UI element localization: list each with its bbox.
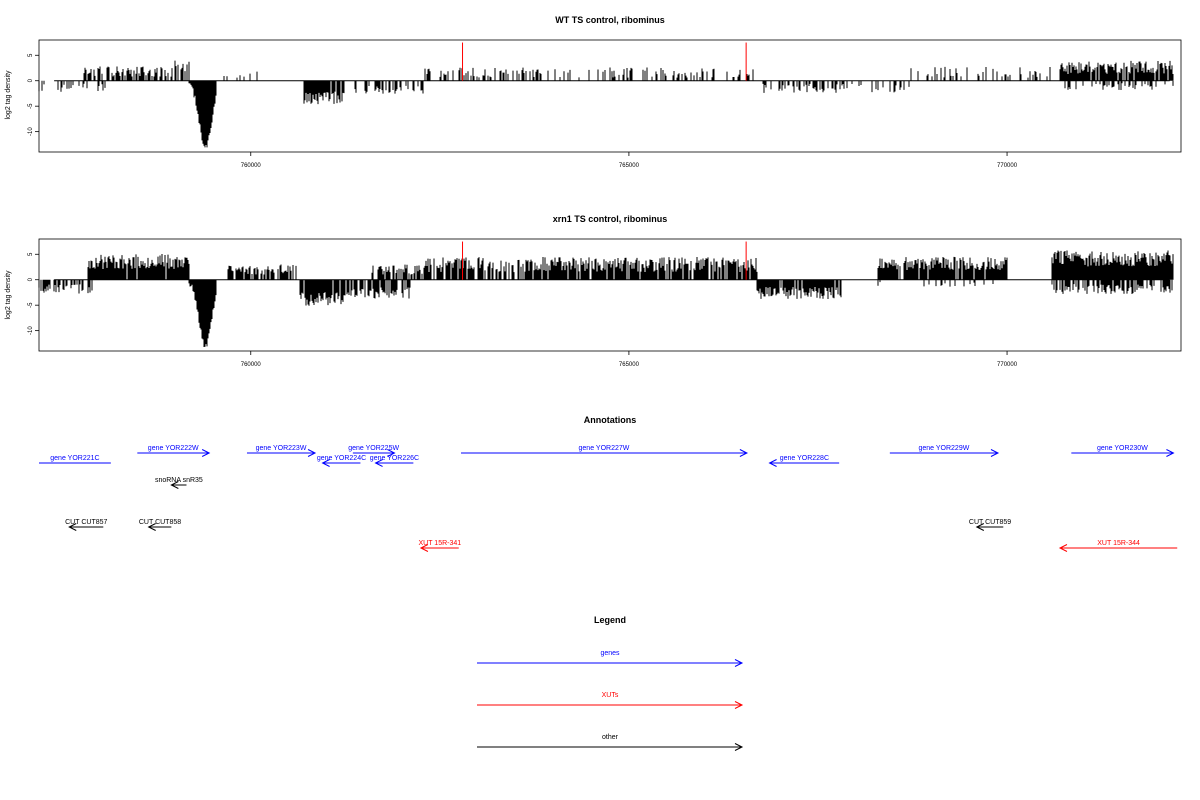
xut-arrow xyxy=(1058,544,1178,552)
legend-xut-arrow xyxy=(477,701,744,709)
xrn1-y-tick-label: -10 xyxy=(28,326,34,335)
annotation-label: gene YOR226C xyxy=(370,455,419,462)
annotation-label: CUT CUT859 xyxy=(969,519,1011,526)
legend-other-arrow xyxy=(477,743,744,751)
xrn1-track-title: xrn1 TS control, ribominus xyxy=(553,214,668,224)
wt-track-panel: WT TS control, ribominus log2 tag densit… xyxy=(5,15,1182,169)
wt-y-axis-label: log2 tag density xyxy=(5,70,12,120)
xrn1-y-axis-label: log2 tag density xyxy=(5,270,12,320)
wt-track-title: WT TS control, ribominus xyxy=(555,15,665,25)
wt-y-tick-label: 5 xyxy=(28,53,34,57)
annotation-label: gene YOR225W xyxy=(348,445,399,452)
annotations-title: Annotations xyxy=(584,415,637,425)
annotation-label: gene YOR230W xyxy=(1097,445,1148,452)
gene-arrow xyxy=(321,459,361,467)
annotation-label: gene YOR228C xyxy=(780,455,829,462)
xrn1-x-tick-label: 765000 xyxy=(619,362,640,368)
xrn1-x-tick-label: 760000 xyxy=(241,362,262,368)
annotation-label: gene YOR221C xyxy=(50,455,99,462)
wt-plot-frame xyxy=(38,39,1182,153)
annotation-label: CUT CUT858 xyxy=(139,519,181,526)
wt-y-tick-label: -10 xyxy=(28,127,34,136)
gene-arrow xyxy=(374,459,414,467)
gene-arrow xyxy=(889,449,1000,457)
annotation-label: gene YOR222W xyxy=(148,445,199,452)
other-arrow xyxy=(68,523,104,531)
wt-x-tick-label: 770000 xyxy=(997,163,1018,169)
annotation-label: CUT CUT857 xyxy=(65,519,107,526)
other-arrow xyxy=(975,523,1004,531)
annotation-label: XUT 15R-341 xyxy=(418,540,461,547)
xrn1-y-tick-label: 0 xyxy=(28,277,34,281)
xrn1-x-tick-label: 770000 xyxy=(997,362,1018,368)
annotations-panel: Annotations gene YOR221C gene YOR222W gene… xyxy=(39,415,1178,552)
annotation-label: XUT 15R-344 xyxy=(1097,540,1140,547)
annotation-label: gene YOR224C xyxy=(317,455,366,462)
gene-arrow xyxy=(461,449,749,457)
wt-x-tick-label: 765000 xyxy=(619,163,640,169)
wt-y-tick-label: -5 xyxy=(28,103,34,109)
legend-title: Legend xyxy=(594,615,626,625)
legend-gene-arrow xyxy=(477,659,744,667)
xrn1-coverage-bars xyxy=(38,250,1174,347)
xrn1-y-tick-label: -5 xyxy=(28,302,34,308)
gene-arrow xyxy=(1071,449,1175,457)
annotation-label: gene YOR223W xyxy=(256,445,307,452)
other-arrow xyxy=(147,523,172,531)
wt-coverage-bars xyxy=(38,60,1174,148)
legend-label: other xyxy=(602,734,619,741)
xut-arrow xyxy=(419,544,459,552)
xrn1-plot-frame xyxy=(38,238,1182,352)
annotation-label: gene YOR229W xyxy=(918,445,969,452)
annotation-label: gene YOR227W xyxy=(579,445,630,452)
wt-x-tick-label: 760000 xyxy=(241,163,262,169)
gene-arrow xyxy=(137,449,211,457)
legend-label: genes xyxy=(600,650,620,657)
xrn1-track-panel: xrn1 TS control, ribominus log2 tag dens… xyxy=(5,214,1182,368)
wt-y-tick-label: 0 xyxy=(28,78,34,82)
gene-arrow xyxy=(352,449,396,457)
legend-panel: Legend genes XUTs other xyxy=(477,615,744,751)
xrn1-y-tick-label: 5 xyxy=(28,252,34,256)
legend-label: XUTs xyxy=(602,692,619,699)
gene-arrow xyxy=(246,449,317,457)
annotation-label: snoRNA snR35 xyxy=(155,477,203,484)
other-arrow xyxy=(170,481,187,489)
gene-arrow xyxy=(768,459,840,467)
